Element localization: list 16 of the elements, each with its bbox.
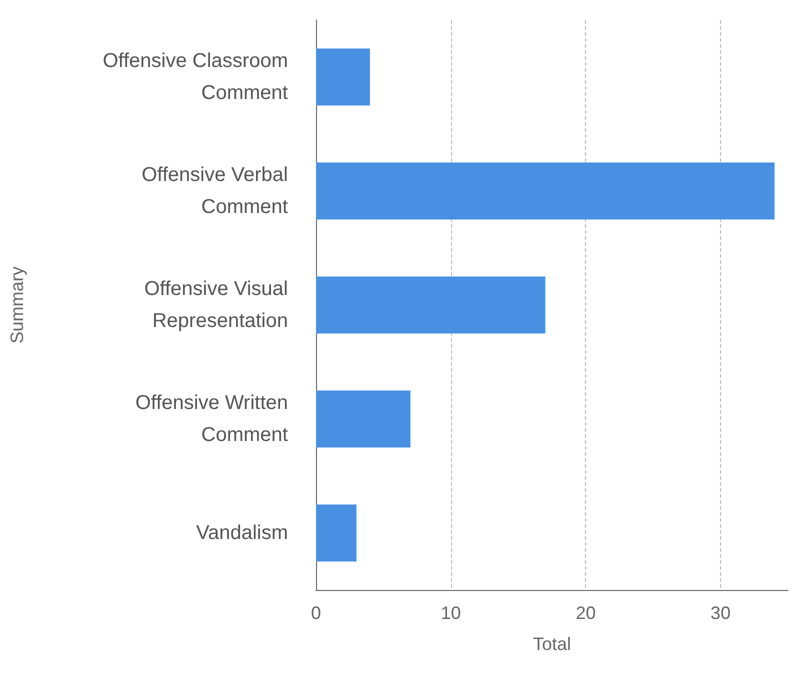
bar	[316, 276, 546, 334]
x-axis-title: Total	[532, 634, 572, 654]
bar	[316, 390, 410, 448]
y-tick-label: Vandalism	[196, 522, 288, 544]
x-tick-label: 30	[710, 603, 731, 623]
x-tick-label: 20	[576, 603, 596, 623]
bar	[316, 504, 356, 562]
y-axis-title: Summary	[7, 266, 27, 344]
y-tick-label: Offensive Verbal Comment	[142, 164, 288, 218]
bar	[316, 162, 775, 220]
x-tick-label: 0	[310, 603, 322, 623]
y-tick-label: Offensive Classroom Comment	[102, 50, 288, 104]
x-tick-label: 10	[440, 603, 461, 623]
bar	[316, 48, 370, 106]
y-tick-label: Offensive Written Comment	[135, 392, 288, 446]
y-tick-label: Offensive Visual Representation	[144, 278, 288, 332]
